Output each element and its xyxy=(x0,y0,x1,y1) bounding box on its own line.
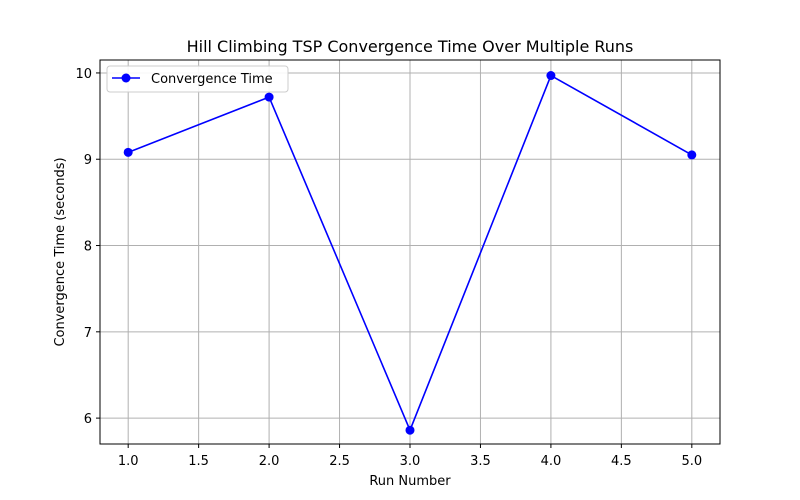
legend: Convergence Time xyxy=(106,65,289,93)
legend-marker xyxy=(121,73,131,83)
x-tick-label: 5.0 xyxy=(681,454,702,469)
grid xyxy=(100,60,720,444)
data-point xyxy=(687,150,697,160)
x-tick-label: 1.0 xyxy=(118,454,139,469)
data-point xyxy=(123,147,133,157)
y-tick-label: 6 xyxy=(84,412,92,427)
y-tick-label: 7 xyxy=(84,326,92,341)
data-point xyxy=(264,92,274,102)
legend-box xyxy=(106,65,289,93)
x-tick-label: 2.5 xyxy=(329,454,350,469)
data-point xyxy=(405,425,415,435)
x-tick-label: 4.0 xyxy=(541,454,562,469)
series-group xyxy=(123,71,697,435)
x-tick-label: 2.0 xyxy=(259,454,280,469)
x-tick-label: 3.0 xyxy=(400,454,421,469)
axis-ticks: 1.0 1.5 2.0 2.5 3.0 3.5 4.0 4.5 5.0 6 7 8 9 10 xyxy=(75,67,702,469)
x-tick-label: 3.5 xyxy=(470,454,491,469)
data-point xyxy=(546,71,556,81)
y-tick-label: 8 xyxy=(84,240,92,255)
y-tick-label: 10 xyxy=(75,67,92,82)
x-axis-label: Run Number xyxy=(369,474,451,489)
legend-label: Convergence Time xyxy=(151,72,273,87)
y-tick-label: 9 xyxy=(84,153,92,168)
x-tick-label: 4.5 xyxy=(611,454,632,469)
x-tick-label: 1.5 xyxy=(188,454,209,469)
chart-title: Hill Climbing TSP Convergence Time Over … xyxy=(187,37,634,56)
y-axis-label: Convergence Time (seconds) xyxy=(53,157,68,346)
